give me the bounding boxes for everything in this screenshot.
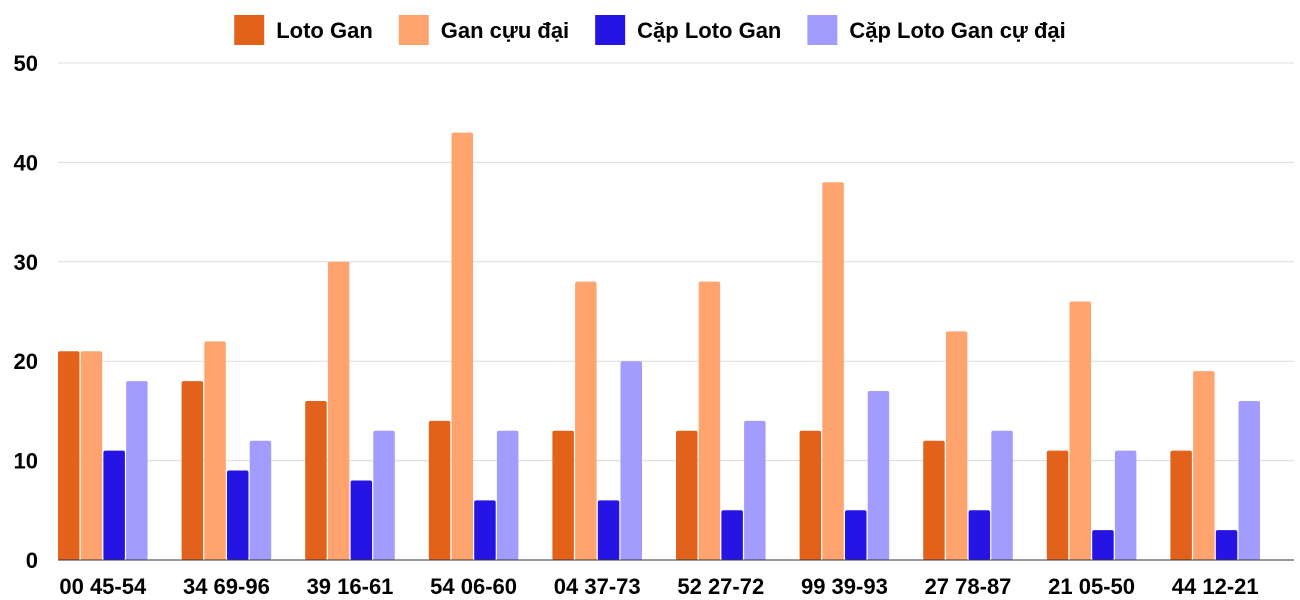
bar-c-p-loto-gan-c-i-8: [1114, 450, 1137, 560]
x-tick-label: 21 05-50: [1048, 574, 1135, 599]
y-axis: 0 10 20 30 40 50: [14, 51, 38, 573]
bars: [58, 132, 1260, 560]
bar-c-p-loto-gan-c-i-9: [1238, 400, 1260, 560]
y-tick-label: 40: [14, 150, 38, 175]
bar-c-p-loto-gan-c-i-5: [744, 420, 766, 560]
bar-c-p-loto-gan-7: [968, 510, 991, 560]
bar-gan-c-u-i-8: [1069, 301, 1091, 560]
y-tick-label: 0: [26, 548, 38, 573]
legend-swatch: [595, 15, 626, 45]
bar-gan-c-u-i-6: [822, 182, 844, 560]
legend-item: Loto Gan: [234, 15, 373, 45]
y-tick-label: 50: [14, 51, 38, 76]
legend-swatch: [807, 15, 838, 45]
x-tick-label: 54 06-60: [430, 574, 517, 599]
legend-swatch: [234, 15, 265, 45]
x-tick-label: 27 78-87: [925, 574, 1012, 599]
y-tick-label: 30: [14, 250, 38, 275]
bar-c-p-loto-gan-c-i-2: [373, 430, 395, 560]
bar-c-p-loto-gan-c-i-4: [620, 361, 642, 560]
bar-c-p-loto-gan-c-i-6: [867, 391, 890, 560]
bar-loto-gan-4: [552, 430, 574, 560]
bar-gan-c-u-i-0: [80, 351, 103, 560]
bar-c-p-loto-gan-9: [1215, 530, 1238, 560]
bar-gan-c-u-i-7: [945, 331, 968, 560]
bar-c-p-loto-gan-2: [350, 480, 373, 560]
legend-item: Cặp Loto Gan: [595, 15, 781, 45]
bar-loto-gan-2: [305, 400, 327, 560]
gridlines: [58, 62, 1294, 462]
bar-gan-c-u-i-3: [451, 132, 473, 560]
bar-c-p-loto-gan-1: [227, 470, 249, 560]
legend: Loto Gan Gan cựu đại Cặp Loto Gan Cặp Loto …: [234, 15, 1066, 45]
bar-gan-c-u-i-4: [575, 281, 597, 560]
x-tick-label: 52 27-72: [677, 574, 764, 599]
bar-gan-c-u-i-2: [327, 261, 350, 560]
bar-c-p-loto-gan-3: [474, 500, 496, 560]
x-tick-label: 39 16-61: [307, 574, 394, 599]
bar-c-p-loto-gan-c-i-0: [126, 381, 148, 560]
bar-c-p-loto-gan-5: [721, 510, 743, 560]
x-tick-label: 44 12-21: [1172, 574, 1259, 599]
legend-item: Gan cựu đại: [398, 15, 569, 45]
bar-c-p-loto-gan-4: [597, 500, 620, 560]
bar-c-p-loto-gan-c-i-1: [249, 440, 272, 560]
bar-loto-gan-7: [923, 440, 945, 560]
legend-label: Gan cựu đại: [441, 18, 569, 43]
bar-loto-gan-1: [181, 381, 204, 560]
bar-c-p-loto-gan-0: [103, 450, 125, 560]
y-tick-label: 20: [14, 349, 38, 374]
bar-gan-c-u-i-5: [698, 281, 721, 560]
bar-loto-gan-0: [58, 351, 80, 560]
legend-swatch: [398, 15, 429, 45]
x-tick-label: 00 45-54: [59, 574, 147, 599]
bar-c-p-loto-gan-8: [1092, 530, 1114, 560]
bar-gan-c-u-i-9: [1193, 371, 1215, 560]
bar-c-p-loto-gan-c-i-3: [496, 430, 519, 560]
bar-c-p-loto-gan-c-i-7: [991, 430, 1013, 560]
bar-loto-gan-6: [799, 430, 822, 560]
x-tick-label: 34 69-96: [183, 574, 270, 599]
bar-c-p-loto-gan-6: [845, 510, 867, 560]
y-tick-label: 10: [14, 449, 38, 474]
legend-label: Cặp Loto Gan cự đại: [849, 18, 1065, 43]
legend-item: Cặp Loto Gan cự đại: [807, 15, 1066, 45]
x-axis: 00 45-54 34 69-96 39 16-61 54 06-60 04 37-73…: [58, 559, 1294, 599]
x-tick-label: 04 37-73: [554, 574, 641, 599]
x-tick-label: 99 39-93: [801, 574, 888, 599]
bar-loto-gan-3: [428, 420, 451, 560]
bar-loto-gan-5: [676, 430, 698, 560]
legend-label: Loto Gan: [276, 18, 373, 43]
bar-loto-gan-9: [1170, 450, 1192, 560]
bar-gan-c-u-i-1: [204, 341, 226, 560]
bar-loto-gan-8: [1046, 450, 1069, 560]
legend-label: Cặp Loto Gan: [637, 18, 781, 43]
